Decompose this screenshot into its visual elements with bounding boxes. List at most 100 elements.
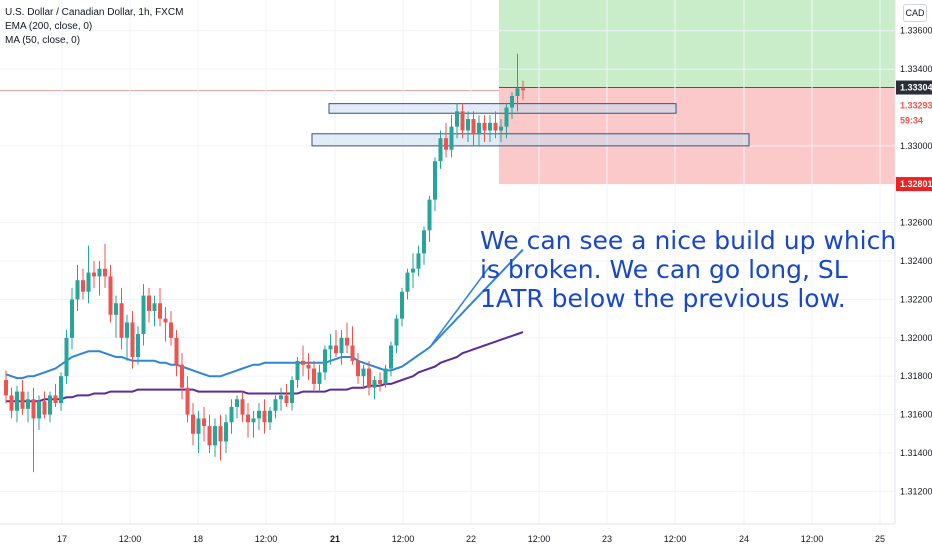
candle [15, 385, 19, 423]
candle-body [185, 387, 190, 415]
candle [125, 314, 129, 361]
candle-body [323, 349, 327, 373]
candle [141, 284, 146, 346]
candle-body [64, 337, 69, 377]
candle-body [240, 399, 245, 415]
candle [180, 353, 184, 400]
candle-body [295, 360, 300, 381]
stop-price-label-bg [896, 177, 932, 192]
candle-body [229, 406, 234, 423]
candle [383, 364, 388, 388]
candle [339, 330, 344, 365]
candle [20, 380, 25, 415]
currency-label[interactable]: CAD [903, 4, 927, 22]
time-tick: 12:00 [255, 534, 278, 544]
candle-body [471, 119, 476, 135]
candle-body [251, 418, 256, 423]
candle [53, 383, 58, 407]
candle [515, 53, 520, 112]
time-tick: 17 [57, 534, 67, 544]
ma50-line [5, 248, 524, 380]
candle-body [103, 268, 107, 277]
candle-body [81, 280, 85, 292]
candle [482, 115, 487, 143]
candle [163, 307, 168, 342]
ema-legend[interactable]: EMA (200, close, 0) [5, 21, 93, 32]
candle [4, 370, 8, 404]
candle-body [290, 380, 294, 404]
candle-body [510, 95, 514, 108]
candle-body [427, 199, 432, 231]
candle [477, 115, 481, 146]
price-tick: 1.33000 [900, 141, 932, 151]
candle-body [130, 322, 135, 358]
candle [103, 243, 107, 288]
candle [97, 261, 102, 296]
price-tick: 1.32400 [900, 256, 932, 266]
candle-body [339, 337, 344, 354]
candle [114, 295, 118, 338]
time-tick: 12:00 [664, 534, 687, 544]
candle-body [26, 399, 30, 409]
candle [356, 353, 360, 384]
candle [301, 345, 305, 377]
candle-body [312, 368, 316, 384]
candle-body [334, 345, 338, 354]
stop-price-label: 1.32801 [896, 177, 932, 192]
candle-body [515, 88, 520, 96]
candle-body [114, 303, 118, 315]
candle [284, 383, 289, 407]
candle-body [4, 380, 8, 396]
candle-body [136, 333, 140, 358]
candle-body [433, 161, 437, 200]
candle [136, 326, 140, 365]
candle [26, 391, 30, 423]
current-price-label: 1.33293 [896, 98, 932, 113]
ma-legend[interactable]: MA (50, close, 0) [5, 35, 81, 46]
candle-body [257, 410, 261, 419]
current-price-label-bg [896, 98, 932, 113]
candle-body [92, 272, 96, 277]
candle [422, 226, 426, 265]
time-tick: 23 [602, 534, 612, 544]
candle-body [488, 122, 492, 131]
candle-body [59, 376, 63, 404]
time-tick: 12:00 [528, 534, 551, 544]
candle-body [97, 268, 102, 277]
candle [240, 391, 245, 423]
symbol-title[interactable]: U.S. Dollar / Canadian Dollar, 1h, FXCM [5, 7, 184, 18]
candle-body [246, 414, 250, 423]
price-tick: 1.33400 [900, 64, 932, 74]
candle-body [20, 391, 25, 409]
candle [345, 322, 349, 354]
candle [389, 341, 393, 377]
price-tick: 1.31400 [900, 448, 932, 458]
price-tick: 1.32600 [900, 218, 932, 228]
candle-body [207, 426, 212, 446]
entry-price-label-bg [896, 80, 932, 95]
candle-body [383, 368, 388, 384]
candle-body [416, 253, 421, 269]
candle-body [86, 272, 91, 292]
candle [9, 387, 14, 419]
candle [295, 357, 300, 388]
time-axis: 17 12:00 18 12:00 21 12:00 22 12:00 23 12:00 24 12:… [0, 523, 895, 544]
time-tick: 12:00 [801, 534, 824, 544]
candle [350, 326, 355, 365]
candle-body [218, 426, 223, 442]
candle-body [367, 368, 371, 388]
candle-body [9, 395, 14, 411]
candle [405, 268, 410, 300]
candle [444, 122, 448, 158]
annotation-arrow-line [431, 265, 491, 345]
candle-body [169, 322, 173, 338]
candle [411, 253, 415, 288]
candle-body [262, 410, 267, 423]
candle [521, 80, 525, 100]
candle [312, 360, 316, 392]
ema200-line [6, 331, 524, 403]
candle-body [444, 138, 448, 150]
candle-body [306, 364, 311, 369]
